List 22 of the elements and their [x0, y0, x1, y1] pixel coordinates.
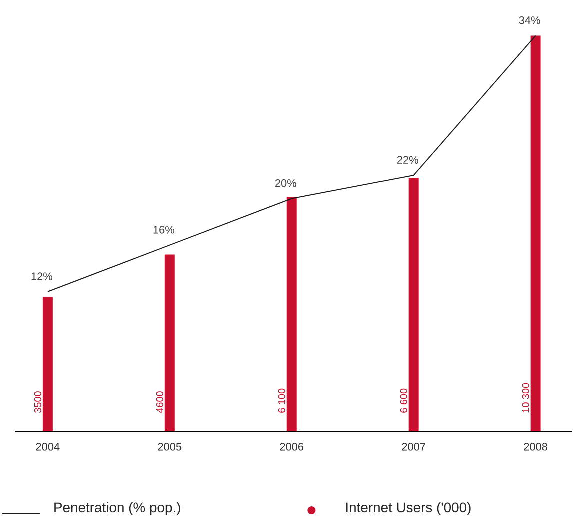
data-label: 3500: [34, 391, 42, 413]
legend-label: Internet Users ('000): [346, 502, 471, 516]
data-label: 16%: [154, 226, 174, 234]
x-tick-label: 2004: [36, 442, 60, 451]
x-tick-label: 2007: [402, 442, 426, 451]
data-label: 6 100: [278, 388, 286, 413]
data-label: 12%: [32, 272, 52, 280]
x-tick-label: 2008: [524, 442, 548, 451]
data-label: 34%: [519, 16, 540, 24]
data-label: 22%: [397, 156, 418, 164]
legend-label: Penetration (% pop.): [54, 502, 180, 516]
data-label: 20%: [275, 179, 296, 188]
data-label: 4600: [156, 391, 164, 413]
bar: [530, 36, 541, 432]
bar: [286, 196, 297, 432]
bar: [42, 296, 53, 432]
bar: [164, 254, 175, 432]
bar: [408, 178, 419, 432]
x-tick-label: 2006: [280, 442, 304, 451]
data-label: 10 300: [522, 383, 530, 412]
x-tick-label: 2005: [158, 442, 182, 451]
data-label: 6 600: [400, 388, 408, 413]
